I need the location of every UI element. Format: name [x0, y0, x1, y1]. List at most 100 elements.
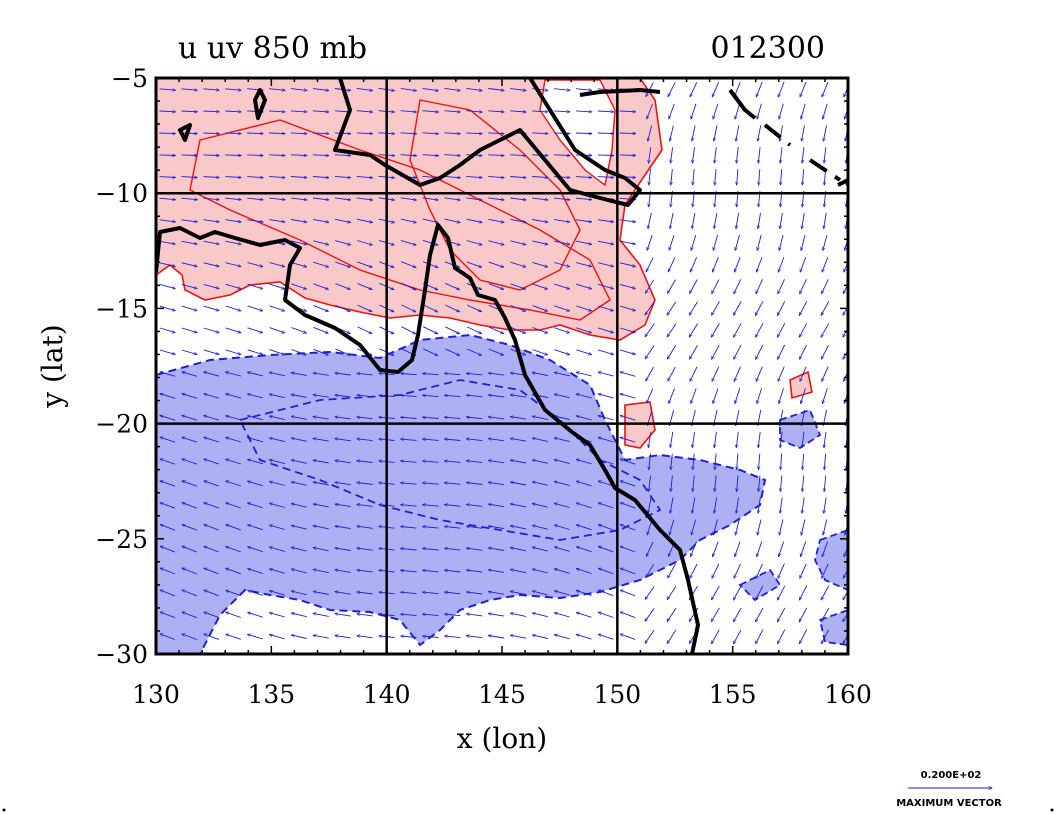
wind-vector: [822, 563, 829, 579]
wind-vector: [204, 525, 219, 531]
wind-vector: [466, 373, 483, 376]
wind-vector: [182, 372, 198, 377]
wind-vector: [203, 283, 219, 288]
wind-vector: [736, 431, 739, 448]
wind-vector: [160, 524, 176, 531]
wind-vector: [821, 323, 830, 337]
wind-vector: [690, 279, 698, 294]
wind-vector: [160, 372, 176, 377]
wind-vector: [313, 635, 329, 639]
wind-vector: [466, 326, 482, 334]
wind-vector: [225, 349, 241, 355]
wind-vector: [290, 111, 307, 112]
wind-vector: [692, 431, 696, 448]
wind-vector: [800, 563, 807, 579]
wind-vector: [269, 219, 285, 223]
wind-vector: [645, 629, 655, 643]
wind-vector: [335, 504, 351, 508]
corner-mark: [1050, 808, 1054, 812]
wind-vector: [598, 305, 613, 311]
wind-vector: [576, 590, 592, 596]
wind-vector: [667, 301, 677, 315]
wind-vector: [182, 481, 198, 487]
wind-vector: [670, 125, 674, 142]
wind-vector: [691, 388, 697, 403]
wind-vector: [226, 568, 241, 575]
wind-vector: [619, 240, 636, 244]
wind-vector: [357, 548, 373, 551]
wind-vector: [334, 176, 351, 177]
wind-vector: [576, 283, 591, 289]
wind-vector: [401, 326, 415, 334]
wind-vector: [203, 327, 219, 333]
wind-vector: [182, 546, 198, 553]
wind-vector: [203, 305, 219, 311]
wind-vector: [756, 563, 763, 579]
wind-vector: [780, 147, 783, 163]
wind-vector: [824, 475, 826, 492]
wind-vector: [756, 344, 764, 359]
wind-vector: [356, 111, 373, 112]
wind-vector: [247, 349, 263, 355]
wind-vector: [801, 234, 806, 251]
wind-vector: [736, 497, 739, 514]
wind-vector: [423, 326, 437, 334]
wind-vector: [313, 373, 329, 376]
wind-vector: [226, 634, 242, 640]
wind-vector: [671, 169, 673, 185]
wind-vector: [737, 169, 738, 185]
wind-vector: [553, 88, 570, 91]
wind-vector: [182, 415, 198, 421]
wind-vector: [204, 394, 220, 399]
wind-vector: [756, 366, 763, 382]
wind-vector: [203, 177, 219, 178]
wind-vector: [713, 103, 719, 119]
x-tick-label: 155: [709, 680, 757, 709]
coastline-island: [178, 123, 192, 142]
wind-vector: [779, 388, 784, 403]
wind-vector: [575, 88, 592, 91]
wind-vector: [532, 591, 548, 596]
wind-vector: [823, 234, 828, 251]
wind-vector: [357, 395, 373, 398]
wind-vector: [248, 459, 264, 465]
wind-vector: [423, 417, 439, 418]
wind-vector: [423, 348, 437, 356]
wind-vector: [225, 219, 241, 222]
wind-vector: [597, 262, 614, 267]
wind-vector: [488, 261, 504, 267]
wind-vector: [488, 155, 504, 156]
wind-vector: [488, 283, 504, 290]
wind-vector: [734, 279, 742, 293]
wind-vector: [597, 111, 614, 112]
wind-vector: [247, 305, 263, 311]
wind-vector: [423, 439, 439, 440]
wind-vector: [291, 373, 307, 376]
wind-vector: [401, 417, 417, 418]
wind-vector: [159, 283, 176, 288]
wind-vector: [488, 88, 504, 91]
wind-vector: [532, 177, 548, 178]
wind-vector: [269, 88, 285, 91]
wind-vector: [532, 547, 548, 552]
wind-vector: [597, 177, 614, 178]
wind-vector: [466, 439, 483, 442]
wind-vector: [554, 525, 570, 530]
wind-vector: [554, 372, 570, 377]
wind-vector: [757, 519, 762, 536]
negative-contour-inner: [238, 379, 662, 541]
wind-vector: [313, 569, 329, 574]
wind-vector: [646, 366, 654, 381]
wind-vector: [488, 348, 504, 355]
y-tick-label: −30: [95, 640, 148, 669]
wind-vector: [800, 81, 807, 97]
wind-vector: [204, 416, 220, 421]
wind-vector: [554, 349, 569, 355]
wind-vector: [510, 569, 527, 574]
wind-vector: [445, 614, 461, 617]
wind-vector: [423, 614, 439, 616]
wind-vector: [735, 234, 740, 251]
wind-vector: [802, 497, 805, 514]
wind-vector: [335, 395, 351, 398]
wind-vector: [553, 111, 570, 112]
